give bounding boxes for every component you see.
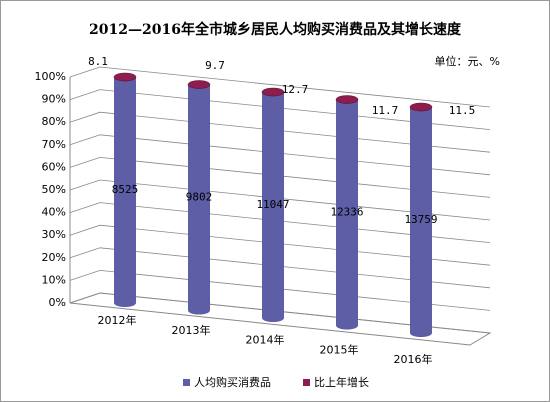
cylinder-segment — [410, 107, 432, 337]
grid-line — [69, 202, 491, 243]
y-tick-label: 70% — [42, 138, 66, 151]
cylinder-segment — [262, 92, 284, 322]
value-label: 12.7 — [282, 83, 309, 96]
y-tick-label: 80% — [42, 115, 66, 128]
value-label: 8.1 — [88, 55, 108, 68]
cylinder-top — [409, 102, 433, 112]
value-label: 12336 — [330, 206, 363, 219]
y-tick-label: 0% — [49, 296, 66, 309]
legend-label: 比上年增长 — [314, 375, 369, 389]
value-label: 9.7 — [205, 59, 225, 72]
y-tick-label: 20% — [42, 251, 66, 264]
cylinder-segment — [188, 84, 210, 315]
value-label: 11.7 — [372, 104, 399, 117]
cylinder-top — [335, 95, 359, 104]
chart-title: 2012—2016年全市城乡居民人均购买消费品及其增长速度 — [89, 21, 462, 38]
grid-line — [69, 134, 491, 176]
legend-swatch — [183, 379, 190, 386]
grid-line — [69, 247, 491, 289]
grid-line — [69, 66, 491, 108]
y-tick-label: 10% — [42, 273, 66, 286]
y-tick-label: 90% — [42, 93, 66, 106]
y-tick-label: 60% — [42, 160, 66, 173]
grid-line — [69, 292, 491, 334]
value-label: 11.5 — [449, 104, 476, 117]
grid-line — [69, 156, 491, 198]
y-tick-label: 30% — [42, 228, 66, 241]
x-tick-label: 2015年 — [320, 342, 359, 356]
cylinder-segment — [114, 77, 136, 307]
y-tick-label: 40% — [42, 206, 66, 219]
legend-label: 人均购买消费品 — [194, 375, 271, 389]
unit-note: 单位：元、% — [435, 54, 500, 68]
grid-line — [69, 179, 491, 221]
grid-line — [69, 89, 491, 130]
x-tick-label: 2014年 — [246, 333, 285, 347]
value-label: 8525 — [112, 183, 139, 196]
value-label: 11047 — [256, 198, 289, 211]
value-label: 9802 — [186, 191, 213, 204]
y-tick-label: 100% — [35, 70, 66, 83]
cylinder-segment — [336, 99, 358, 330]
grid-line — [69, 224, 491, 266]
y-tick-label: 50% — [42, 183, 66, 196]
cylinder-top — [187, 80, 211, 89]
legend-swatch — [303, 379, 310, 386]
cylinder-top — [261, 87, 285, 97]
cylinder-top — [113, 72, 137, 82]
x-tick-label: 2013年 — [172, 323, 211, 337]
x-tick-label: 2012年 — [98, 313, 137, 327]
grid-line — [69, 269, 491, 311]
x-tick-label: 2016年 — [394, 352, 433, 366]
grid-line — [69, 111, 491, 153]
value-label: 13759 — [404, 213, 437, 226]
